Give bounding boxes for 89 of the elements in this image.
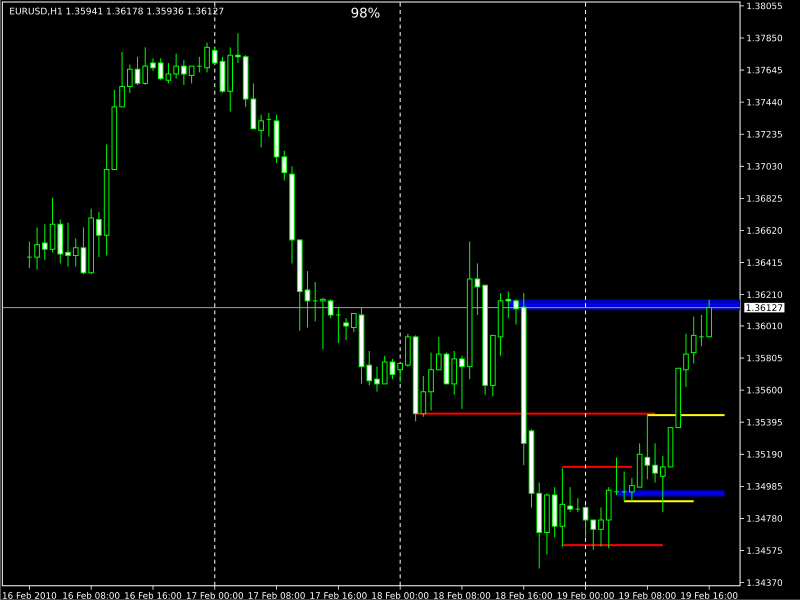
x-tick-label: 19 Feb 16:00 [681,592,738,599]
candlestick [621,471,627,502]
candlestick [350,313,357,333]
candlestick [65,222,71,268]
y-tick-label: 1.36210 [747,291,782,298]
candlestick [397,363,403,383]
candlestick [513,298,519,325]
candlestick [459,355,465,410]
candlestick [629,477,635,502]
x-tick-label: 16 Feb 16:00 [125,592,182,599]
candlestick [598,507,604,548]
candlestick [304,270,310,328]
candlestick [683,333,689,388]
y-tick-label: 1.37850 [747,34,782,42]
candlestick [266,112,272,138]
x-tick-label: 18 Feb 16:00 [496,592,552,599]
x-tick-label: 16 Feb 2010 [2,592,56,599]
candlestick [575,498,581,513]
x-tick-label: 17 Feb 00:00 [186,592,244,599]
x-tick-label: 18 Feb 00:00 [372,592,428,599]
y-tick-label: 1.36010 [747,322,782,330]
candlestick [382,355,388,384]
candlestick [258,114,264,148]
y-tick-label: 1.38055 [747,2,782,10]
y-tick-label: 1.36620 [747,227,782,234]
candlestick [328,298,334,319]
candlestick [166,62,172,84]
candlestick [34,226,40,270]
candlestick [173,53,179,80]
candlestick [428,352,434,412]
candlestick [204,42,210,73]
y-tick-label: 1.35600 [747,386,782,394]
candlestick [644,414,650,480]
candlestick [336,306,342,344]
y-tick-label: 1.37030 [747,163,782,170]
candlestick [126,64,133,94]
x-tick-label: 17 Feb 16:00 [310,592,367,599]
y-tick-label: 1.34780 [747,515,782,522]
candlestick [660,455,666,513]
y-tick-label: 1.37645 [747,66,782,74]
candlestick [567,486,573,513]
candlestick [150,58,156,72]
candlestick [158,58,164,81]
candlestick [96,211,102,258]
x-tick-label: 19 Feb 00:00 [558,592,614,599]
candlestick [320,297,326,350]
candlestick [560,468,566,548]
text: EURUSD,H1 1.35941 1.36178 1.35936 1.36127 [10,8,224,16]
candlestick [196,56,202,73]
x-tick-label: 19 Feb 08:00 [619,592,676,599]
ref-line-label: 1.36127 [746,304,782,312]
candlestick [42,224,48,261]
candlestick [134,56,140,86]
candlestick [281,150,288,181]
candlestick [26,241,32,269]
candlestick [652,442,658,484]
y-tick-label: 1.36415 [747,259,782,266]
y-tick-label: 1.35805 [747,354,782,362]
y-tick-label: 1.35190 [747,451,782,458]
y-tick-label: 1.37440 [747,98,782,106]
y-tick-label: 1.37235 [747,131,782,138]
candlestick [614,457,620,496]
candlestick [690,316,697,364]
x-tick-label: 16 Feb 08:00 [63,592,120,599]
y-tick-label: 1.35395 [747,418,782,426]
y-tick-label: 1.34575 [747,547,782,554]
x-tick-label: 17 Feb 08:00 [248,592,305,599]
candlestick [590,520,596,550]
candlestick [142,46,148,86]
candlestick [119,52,125,108]
candlestick [374,366,380,392]
candlestick [312,282,318,322]
y-tick-label: 1.36825 [747,195,782,202]
candlestick [390,358,396,380]
candlestick [505,291,512,319]
candlestick [235,32,241,64]
candlestick [366,350,372,386]
candlestick [420,376,426,418]
annotation: 98% [351,8,380,18]
y-tick-label: 1.34985 [747,483,782,490]
candlestick [474,262,480,316]
candlestick [436,336,442,370]
candlestick [72,238,79,268]
candlestick [188,66,194,84]
candlestick [343,318,349,341]
x-tick-label: 18 Feb 08:00 [434,592,490,599]
y-tick-label: 1.34370 [747,579,782,586]
candlestick [698,314,704,347]
candlestick [181,59,187,86]
